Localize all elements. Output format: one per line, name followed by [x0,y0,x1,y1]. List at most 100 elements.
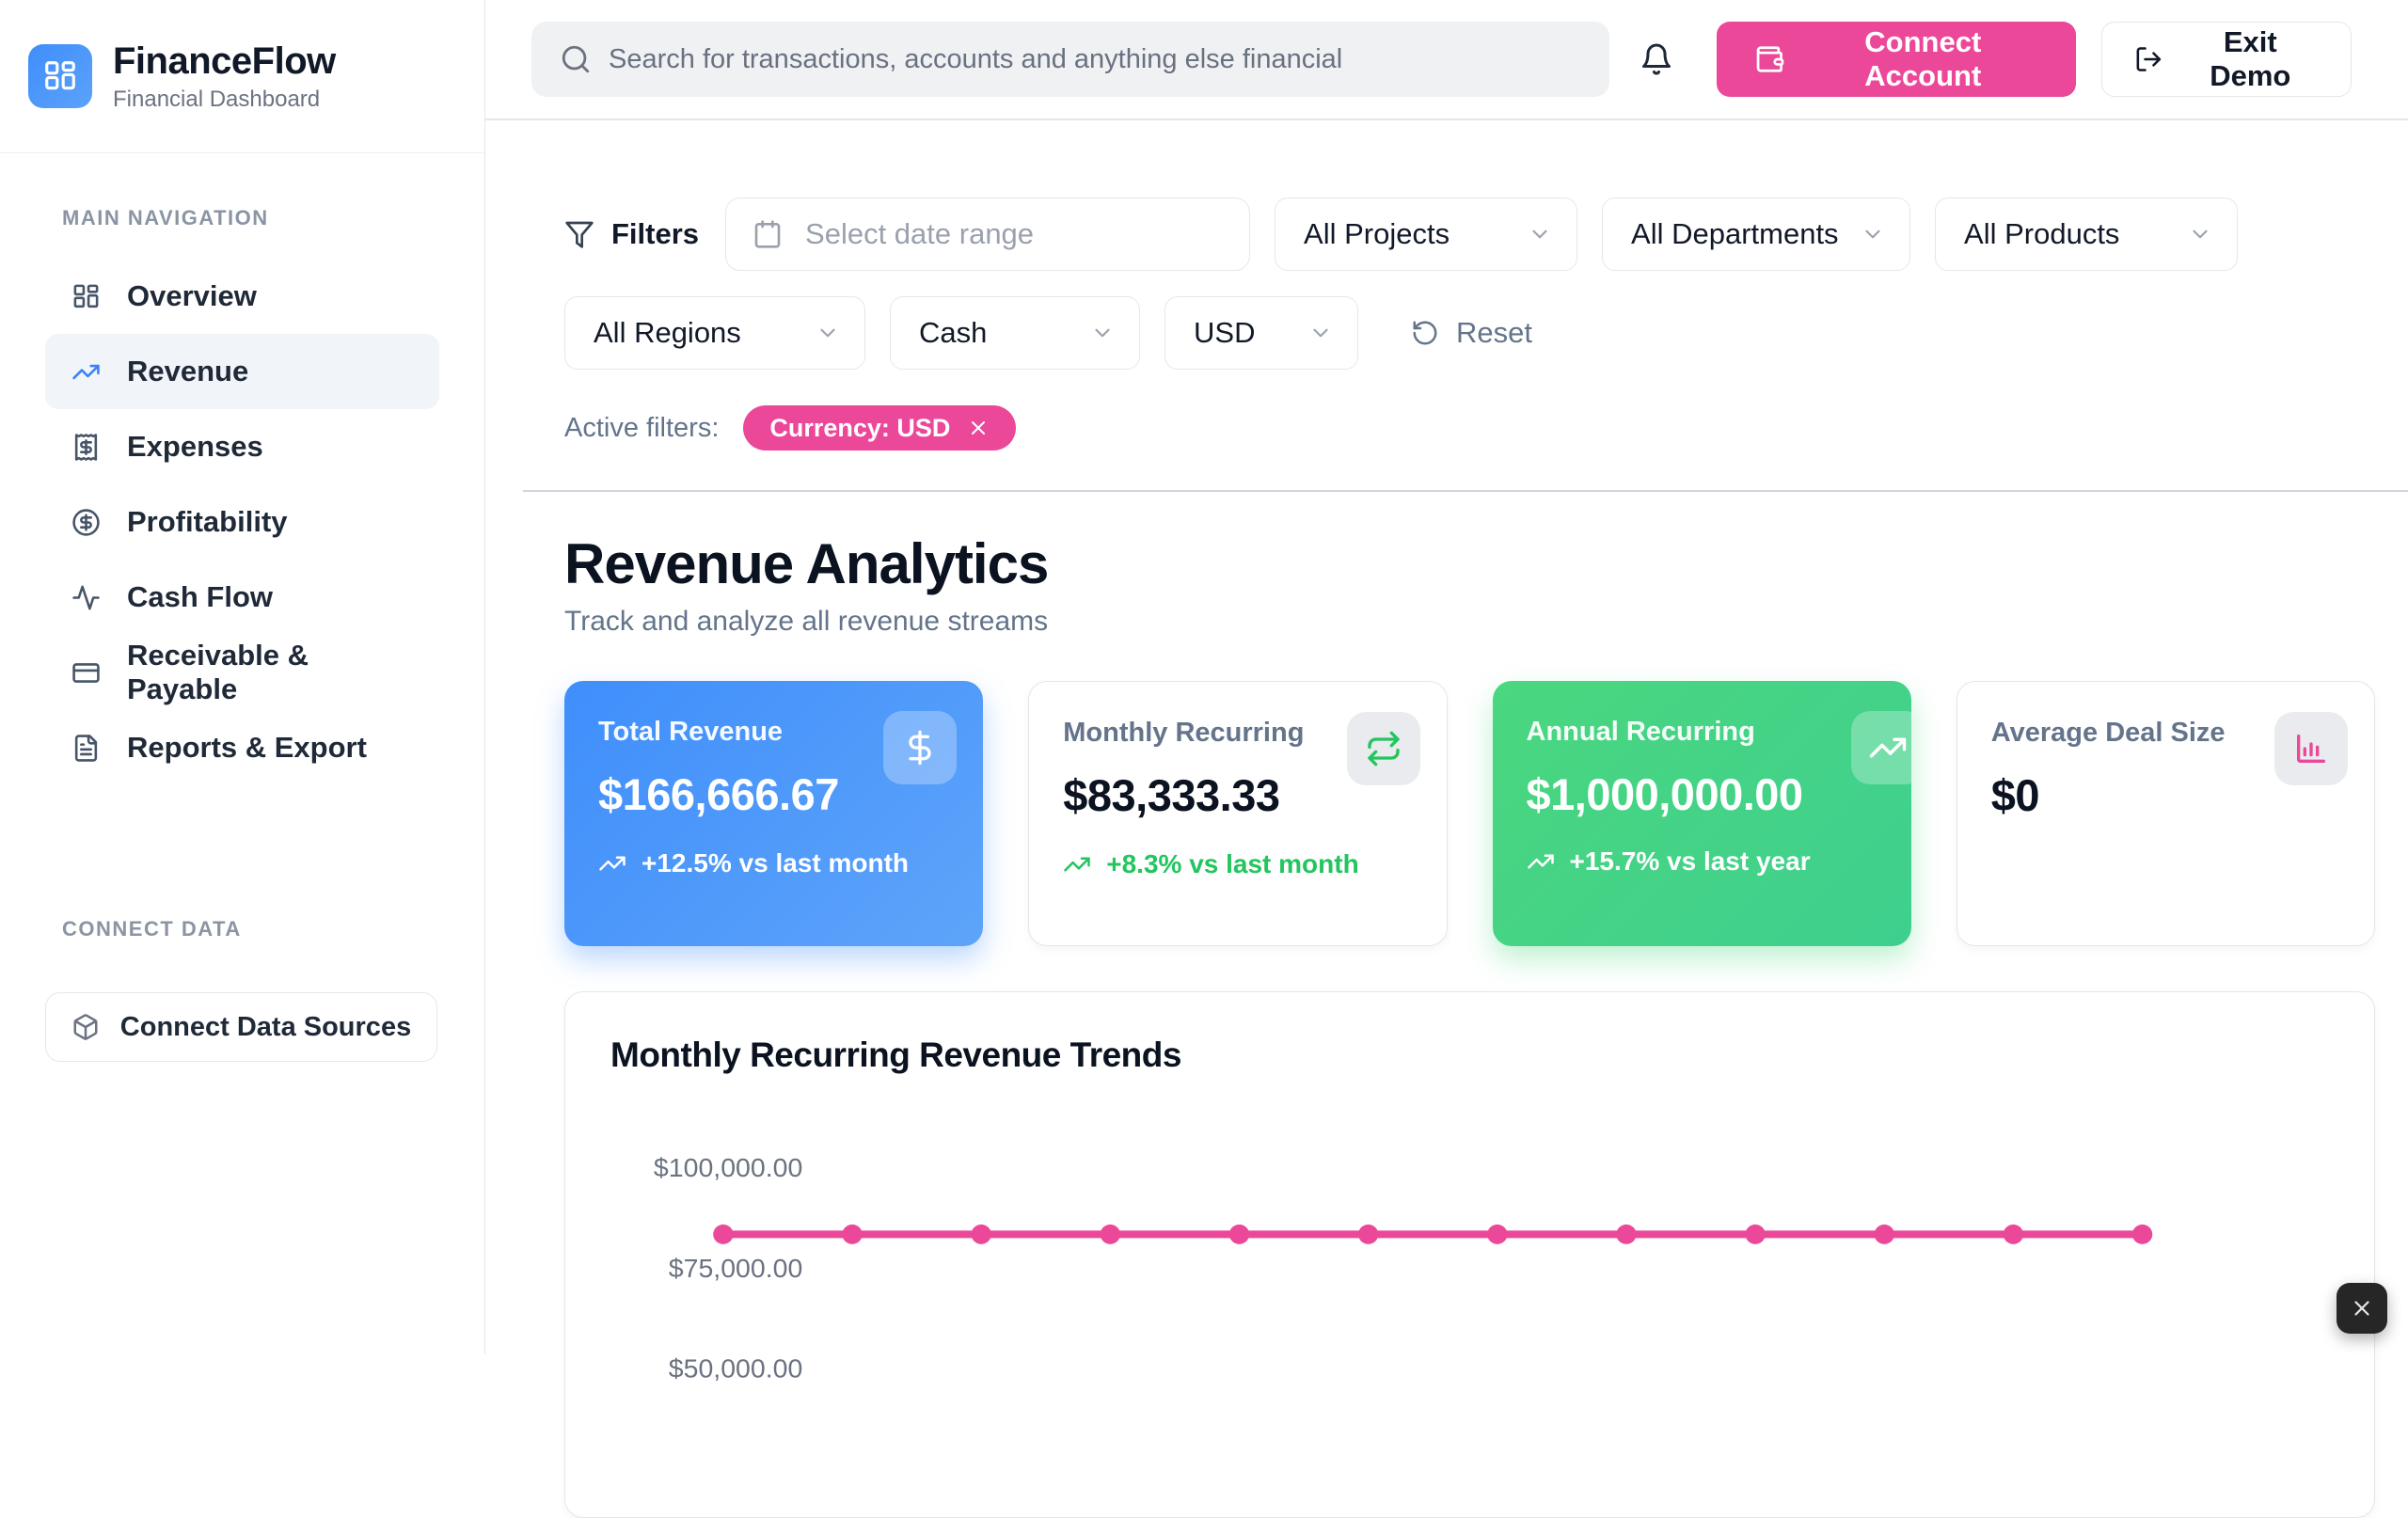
stat-trend-text: +8.3% vs last month [1106,847,1358,881]
stat-trend: +12.5% vs last month [598,846,949,880]
stat-trend-text: +15.7% vs last year [1570,846,1811,877]
chevron-down-icon [1090,321,1115,345]
mrr-trends-chart-card: $100,000.00$75,000.00$50,000.00 Monthly … [564,991,2375,1518]
payment-type-select-value: Cash [919,316,987,350]
page-title: Revenue Analytics [564,531,2375,596]
sidebar-item-cash-flow[interactable]: Cash Flow [45,560,439,635]
connect-data-section: CONNECT DATA Connect Data Sources [45,917,437,1062]
svg-text:$50,000.00: $50,000.00 [669,1353,803,1384]
chevron-down-icon [816,321,840,345]
file-text-icon [71,734,101,763]
connect-data-sources-label: Connect Data Sources [120,1012,411,1043]
main-navigation: Overview Revenue Expenses Profitability … [0,259,484,785]
regions-select-value: All Regions [594,316,741,350]
main-content: Filters Select date range All Projects A… [485,120,2408,1354]
sidebar: FinanceFlow Financial Dashboard MAIN NAV… [0,0,485,1354]
stat-icon-box [1851,711,1911,784]
stat-icon-box [883,711,957,784]
topbar: Connect Account Exit Demo [485,0,2408,120]
filter-chip-currency[interactable]: Currency: USD [743,405,1016,451]
stat-trend-text: +12.5% vs last month [642,846,909,880]
circle-dollar-icon [71,508,101,537]
sidebar-item-overview[interactable]: Overview [45,259,439,334]
connect-account-button[interactable]: Connect Account [1717,22,2076,97]
filter-funnel-icon [564,219,594,249]
sidebar-item-label: Overview [127,279,257,313]
exit-demo-label: Exit Demo [2182,25,2319,93]
stat-icon-box [1347,712,1420,785]
stat-card-annual-recurring: Annual Recurring $1,000,000.00 +15.7% vs… [1493,681,1911,946]
stat-card-average-deal-size: Average Deal Size $0 [1956,681,2375,946]
chevron-down-icon [1308,321,1333,345]
products-select-value: All Products [1964,217,2119,251]
trending-up-icon [1868,728,1908,767]
exit-demo-button[interactable]: Exit Demo [2101,22,2352,97]
rotate-ccw-icon [1411,319,1439,347]
stat-card-monthly-recurring: Monthly Recurring $83,333.33 +8.3% vs la… [1028,681,1447,946]
notifications-button[interactable] [1640,42,1673,76]
chevron-down-icon [1861,222,1885,246]
close-icon [2350,1296,2374,1320]
bell-icon [1640,42,1673,76]
sidebar-item-revenue[interactable]: Revenue [45,334,439,409]
log-out-icon [2134,44,2163,74]
sidebar-item-expenses[interactable]: Expenses [45,409,439,484]
trending-up-icon [1063,850,1091,878]
search-container [531,22,1609,97]
box-icon [71,1013,100,1041]
date-range-input[interactable]: Select date range [725,198,1250,271]
stat-trend: +8.3% vs last month [1063,847,1412,881]
stat-trend: +15.7% vs last year [1527,846,1877,877]
active-filters-label: Active filters: [564,413,719,444]
sidebar-item-label: Reports & Export [127,731,367,765]
departments-select[interactable]: All Departments [1602,198,1910,271]
svg-text:$75,000.00: $75,000.00 [669,1253,803,1283]
date-range-placeholder: Select date range [805,217,1034,251]
reset-filters-button[interactable]: Reset [1411,316,1532,350]
filter-chip-label: Currency: USD [769,414,950,443]
sidebar-item-label: Receivable & Payable [127,639,413,706]
stat-cards: Total Revenue $166,666.67 +12.5% vs last… [564,681,2375,946]
chevron-down-icon [1528,222,1552,246]
app-logo [28,44,92,108]
sidebar-item-label: Expenses [127,430,263,464]
close-overlay-button[interactable] [2337,1283,2387,1334]
section-divider [523,490,2408,492]
payment-type-select[interactable]: Cash [890,296,1140,370]
activity-icon [71,583,101,612]
trending-up-icon [598,849,626,878]
stat-label: Annual Recurring [1527,717,1877,748]
connect-data-label: CONNECT DATA [62,917,437,941]
stat-value: $1,000,000.00 [1527,768,1877,820]
brand-text: FinanceFlow Financial Dashboard [113,40,336,113]
trending-up-icon [1527,847,1555,876]
main-navigation-label: MAIN NAVIGATION [62,206,484,230]
projects-select-value: All Projects [1304,217,1450,251]
currency-select[interactable]: USD [1164,296,1358,370]
products-select[interactable]: All Products [1935,198,2238,271]
chevron-down-icon [2188,222,2212,246]
departments-select-value: All Departments [1631,217,1839,251]
sidebar-item-profitability[interactable]: Profitability [45,484,439,560]
connect-data-sources-button[interactable]: Connect Data Sources [45,992,437,1062]
remove-filter-icon[interactable] [967,417,990,439]
repeat-icon [1365,730,1402,767]
sidebar-item-label: Revenue [127,355,248,388]
sidebar-item-reports-export[interactable]: Reports & Export [45,710,439,785]
credit-card-icon [71,658,101,688]
currency-select-value: USD [1194,316,1255,350]
filters-row-2: All Regions Cash USD Reset [564,296,2375,370]
connect-account-label: Connect Account [1808,25,2038,93]
search-input[interactable] [531,22,1609,97]
sidebar-item-label: Profitability [127,505,288,539]
filters-title: Filters [564,217,699,251]
page-subtitle: Track and analyze all revenue streams [564,606,2375,638]
layout-dashboard-icon [71,282,101,311]
bar-chart-icon [2292,730,2330,767]
projects-select[interactable]: All Projects [1275,198,1577,271]
stat-icon-box [2274,712,2348,785]
active-filters-row: Active filters: Currency: USD [564,405,2375,451]
regions-select[interactable]: All Regions [564,296,865,370]
sidebar-item-receivable-payable[interactable]: Receivable & Payable [45,635,439,710]
calendar-icon [752,219,783,249]
